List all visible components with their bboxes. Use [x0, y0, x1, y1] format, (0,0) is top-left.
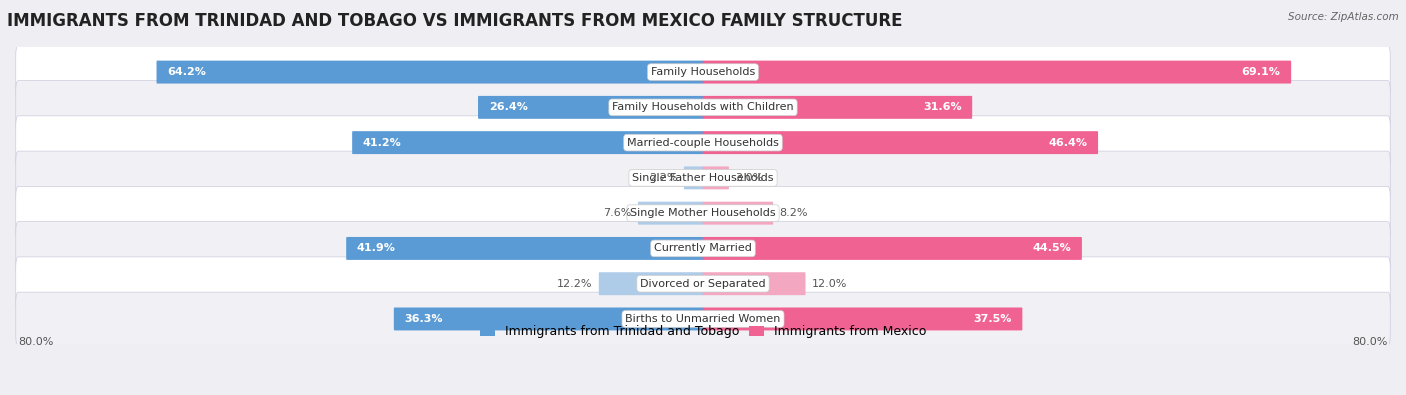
FancyBboxPatch shape — [15, 81, 1391, 134]
Text: 69.1%: 69.1% — [1241, 67, 1281, 77]
Text: 36.3%: 36.3% — [405, 314, 443, 324]
Text: 44.5%: 44.5% — [1032, 243, 1071, 254]
FancyBboxPatch shape — [703, 237, 1083, 260]
Text: Family Households with Children: Family Households with Children — [612, 102, 794, 112]
Text: Single Father Households: Single Father Households — [633, 173, 773, 183]
FancyBboxPatch shape — [15, 151, 1391, 205]
Text: Family Households: Family Households — [651, 67, 755, 77]
FancyBboxPatch shape — [394, 307, 703, 331]
FancyBboxPatch shape — [156, 60, 703, 84]
FancyBboxPatch shape — [15, 222, 1391, 275]
Text: 12.0%: 12.0% — [811, 279, 848, 289]
FancyBboxPatch shape — [346, 237, 703, 260]
FancyBboxPatch shape — [638, 202, 703, 225]
Text: 2.2%: 2.2% — [650, 173, 678, 183]
Text: IMMIGRANTS FROM TRINIDAD AND TOBAGO VS IMMIGRANTS FROM MEXICO FAMILY STRUCTURE: IMMIGRANTS FROM TRINIDAD AND TOBAGO VS I… — [7, 12, 903, 30]
FancyBboxPatch shape — [683, 166, 703, 189]
Text: 64.2%: 64.2% — [167, 67, 207, 77]
Text: 80.0%: 80.0% — [18, 337, 53, 347]
FancyBboxPatch shape — [15, 257, 1391, 310]
Text: 46.4%: 46.4% — [1049, 137, 1087, 148]
Legend: Immigrants from Trinidad and Tobago, Immigrants from Mexico: Immigrants from Trinidad and Tobago, Imm… — [475, 320, 931, 343]
Text: 12.2%: 12.2% — [557, 279, 592, 289]
Text: 26.4%: 26.4% — [489, 102, 527, 112]
Text: Source: ZipAtlas.com: Source: ZipAtlas.com — [1288, 12, 1399, 22]
FancyBboxPatch shape — [703, 60, 1291, 84]
Text: Births to Unmarried Women: Births to Unmarried Women — [626, 314, 780, 324]
FancyBboxPatch shape — [15, 186, 1391, 240]
FancyBboxPatch shape — [15, 292, 1391, 346]
FancyBboxPatch shape — [15, 116, 1391, 169]
FancyBboxPatch shape — [703, 96, 972, 119]
FancyBboxPatch shape — [703, 202, 773, 225]
Text: 31.6%: 31.6% — [922, 102, 962, 112]
Text: 7.6%: 7.6% — [603, 208, 631, 218]
FancyBboxPatch shape — [703, 272, 806, 295]
Text: Divorced or Separated: Divorced or Separated — [640, 279, 766, 289]
FancyBboxPatch shape — [703, 131, 1098, 154]
Text: 8.2%: 8.2% — [779, 208, 808, 218]
Text: Single Mother Households: Single Mother Households — [630, 208, 776, 218]
Text: 80.0%: 80.0% — [1353, 337, 1388, 347]
FancyBboxPatch shape — [352, 131, 703, 154]
Text: 41.2%: 41.2% — [363, 137, 402, 148]
Text: 37.5%: 37.5% — [973, 314, 1012, 324]
Text: 41.9%: 41.9% — [357, 243, 395, 254]
Text: Currently Married: Currently Married — [654, 243, 752, 254]
Text: Married-couple Households: Married-couple Households — [627, 137, 779, 148]
FancyBboxPatch shape — [703, 307, 1022, 331]
Text: 3.0%: 3.0% — [735, 173, 763, 183]
FancyBboxPatch shape — [478, 96, 703, 119]
FancyBboxPatch shape — [703, 166, 728, 189]
FancyBboxPatch shape — [15, 45, 1391, 99]
FancyBboxPatch shape — [599, 272, 703, 295]
